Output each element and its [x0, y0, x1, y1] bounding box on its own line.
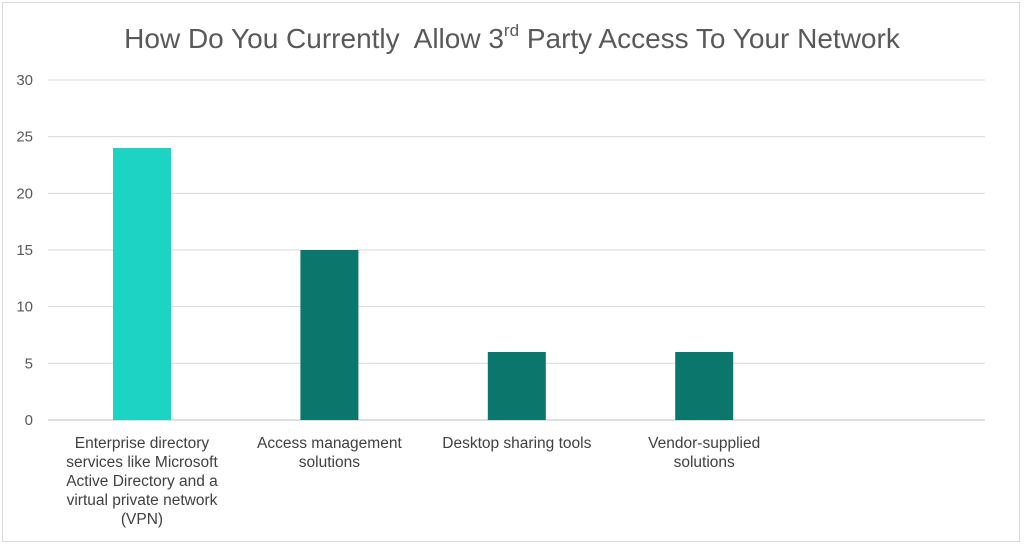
- y-tick-label: 20: [16, 185, 33, 202]
- x-category-label: Vendor-supplied solutions: [648, 435, 761, 471]
- y-tick-label: 0: [25, 412, 33, 429]
- y-tick-label: 10: [16, 299, 33, 316]
- bar: [675, 352, 734, 420]
- y-tick-label: 25: [16, 129, 33, 146]
- x-category-label: Enterprise directory services like Micro…: [66, 435, 218, 528]
- chart-title-rest: Party Access To Your Network: [519, 23, 900, 54]
- y-tick-label: 15: [16, 242, 33, 259]
- chart-title-main: How Do You Currently Allow 3: [124, 23, 504, 54]
- y-tick-label: 30: [16, 72, 33, 89]
- chart-title-superscript: rd: [503, 21, 520, 40]
- chart-title: How Do You Currently Allow 3rd Party Acc…: [3, 21, 1021, 55]
- y-tick-label: 5: [25, 355, 33, 372]
- bar: [300, 250, 359, 420]
- bar: [113, 148, 171, 420]
- bar: [487, 352, 546, 420]
- bar-chart: 0 5 10 15 20 25 30: [16, 72, 985, 429]
- x-category-label: Desktop sharing tools: [442, 435, 592, 452]
- x-category-label: Access management solutions: [257, 435, 402, 471]
